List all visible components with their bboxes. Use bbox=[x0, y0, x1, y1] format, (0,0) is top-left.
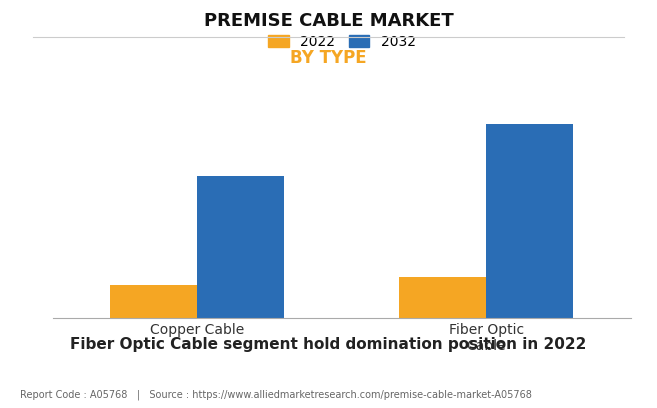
Legend: 2022, 2032: 2022, 2032 bbox=[262, 29, 421, 54]
Text: BY TYPE: BY TYPE bbox=[290, 49, 367, 67]
Bar bbox=[399, 277, 486, 318]
Bar bbox=[197, 176, 284, 318]
Text: Fiber Optic Cable segment hold domination position in 2022: Fiber Optic Cable segment hold dominatio… bbox=[70, 337, 587, 352]
Bar bbox=[110, 285, 197, 318]
Text: Report Code : A05768   |   Source : https://www.alliedmarketresearch.com/premise: Report Code : A05768 | Source : https://… bbox=[20, 389, 532, 400]
Text: PREMISE CABLE MARKET: PREMISE CABLE MARKET bbox=[204, 12, 453, 30]
Bar bbox=[486, 124, 573, 318]
